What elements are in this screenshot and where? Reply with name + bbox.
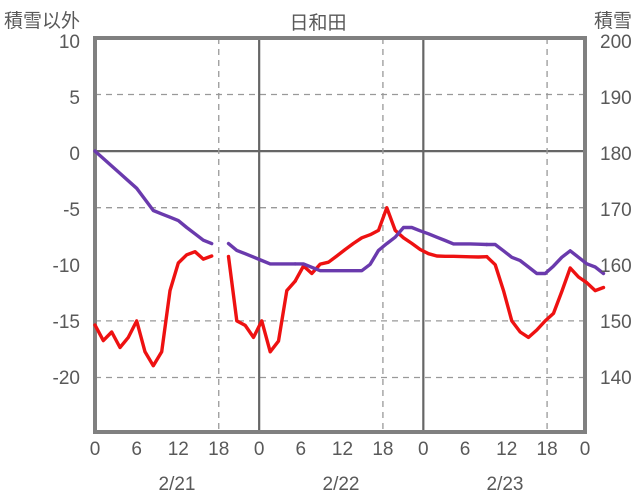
svg-text:0: 0 [69, 144, 80, 165]
svg-text:0: 0 [90, 439, 101, 460]
svg-text:12: 12 [332, 439, 353, 460]
chart-svg: 10 5 0 -5 -10 -15 -20 200 190 180 170 16… [0, 0, 636, 501]
svg-text:-20: -20 [53, 368, 80, 389]
svg-text:6: 6 [296, 439, 307, 460]
left-axis-ticks: 10 5 0 -5 -10 -15 -20 [53, 32, 80, 389]
date-label-2: 2/22 [323, 474, 360, 495]
svg-text:18: 18 [537, 439, 558, 460]
svg-text:200: 200 [600, 32, 632, 53]
date-labels: 2/21 2/22 2/23 [159, 474, 524, 495]
weather-chart: 積雪以外 日和田 積雪 [0, 0, 636, 501]
date-label-3: 2/23 [487, 474, 524, 495]
svg-text:190: 190 [600, 88, 632, 109]
x-axis-hour-ticks: 0 6 12 18 0 6 12 18 0 6 12 18 0 [90, 439, 591, 460]
svg-text:5: 5 [69, 88, 80, 109]
svg-text:6: 6 [131, 439, 142, 460]
svg-text:-15: -15 [53, 312, 80, 333]
svg-text:170: 170 [600, 200, 632, 221]
plot-area-background [95, 38, 585, 432]
svg-text:0: 0 [254, 439, 265, 460]
svg-text:-5: -5 [63, 200, 80, 221]
svg-text:150: 150 [600, 312, 632, 333]
svg-text:18: 18 [208, 439, 229, 460]
svg-text:160: 160 [600, 256, 632, 277]
date-label-1: 2/21 [159, 474, 196, 495]
svg-text:12: 12 [168, 439, 189, 460]
svg-text:6: 6 [460, 439, 471, 460]
right-axis-ticks: 200 190 180 170 160 150 140 [600, 32, 632, 389]
svg-text:10: 10 [59, 32, 80, 53]
svg-text:12: 12 [496, 439, 517, 460]
svg-text:0: 0 [418, 439, 429, 460]
svg-text:18: 18 [372, 439, 393, 460]
svg-text:140: 140 [600, 368, 632, 389]
svg-text:0: 0 [580, 439, 591, 460]
svg-text:-10: -10 [53, 256, 80, 277]
svg-text:180: 180 [600, 144, 632, 165]
